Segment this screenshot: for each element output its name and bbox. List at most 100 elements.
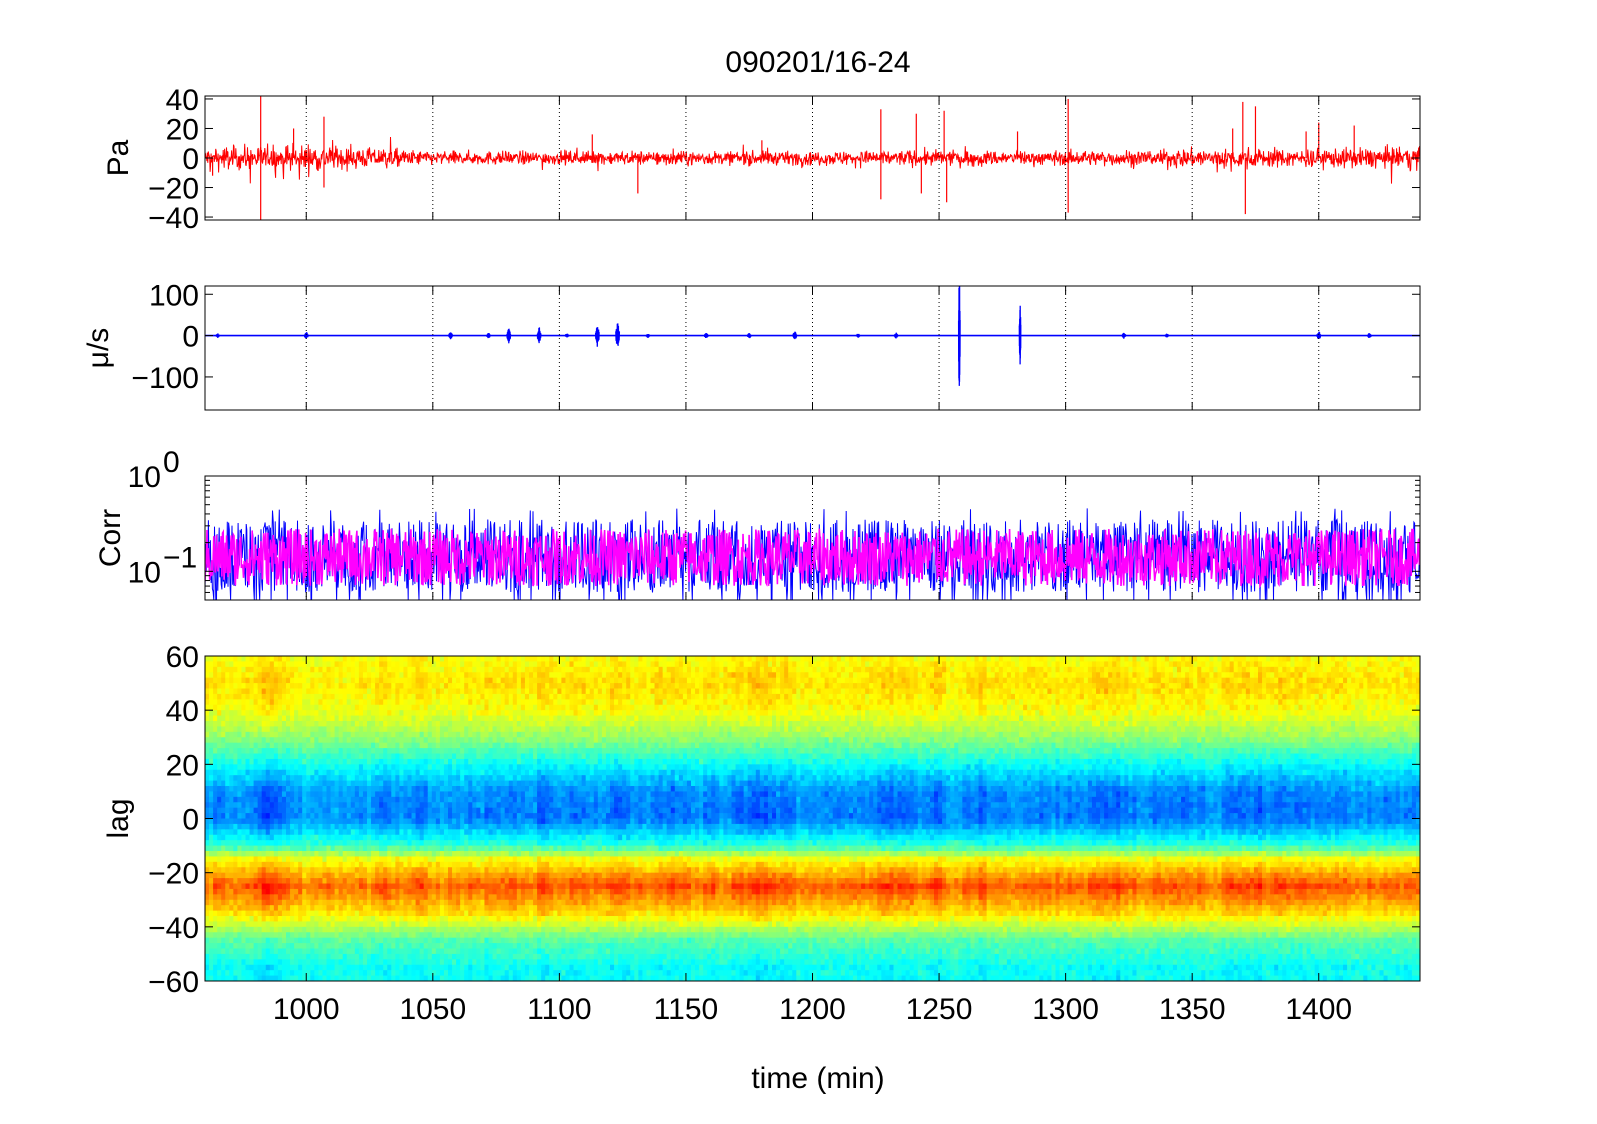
heatmap-cell — [322, 661, 328, 668]
heatmap-cell — [346, 883, 352, 890]
heatmap-cell — [464, 769, 469, 776]
heatmap-cell — [290, 818, 295, 825]
heatmap-cell — [241, 953, 247, 960]
heatmap-cell — [500, 807, 506, 814]
heatmap-cell — [294, 699, 299, 706]
heatmap-cell — [464, 693, 469, 700]
heatmap-cell — [431, 769, 437, 776]
heatmap-cell — [371, 672, 376, 679]
heatmap-cell — [399, 834, 405, 841]
heatmap-cell — [318, 834, 324, 841]
heatmap-cell — [294, 959, 299, 966]
heatmap-cell — [399, 786, 405, 793]
heatmap-cell — [229, 829, 234, 836]
heatmap-cell — [330, 845, 336, 852]
heatmap-cell — [399, 851, 405, 858]
heatmap-cell — [435, 786, 441, 793]
heatmap-cell — [383, 975, 388, 981]
heatmap-cell — [257, 834, 263, 841]
heatmap-cell — [342, 970, 348, 977]
heatmap-cell — [524, 704, 530, 711]
heatmap-cell — [383, 883, 388, 890]
heatmap-cell — [346, 888, 352, 895]
heatmap-cell — [427, 899, 433, 906]
heatmap-cell — [512, 932, 518, 939]
heatmap-cell — [322, 856, 328, 863]
heatmap-cell — [241, 932, 247, 939]
heatmap-cell — [399, 921, 405, 928]
heatmap-cell — [326, 796, 332, 803]
heatmap-cell — [229, 780, 234, 787]
heatmap-cell — [249, 953, 255, 960]
heatmap-cell — [221, 823, 226, 830]
heatmap-cell — [524, 791, 530, 798]
heatmap-cell — [249, 683, 255, 690]
heatmap-cell — [492, 878, 498, 885]
heatmap-cell — [213, 672, 218, 679]
heatmap-cell — [443, 845, 449, 852]
heatmap-cell — [213, 878, 218, 885]
heatmap-cell — [448, 742, 453, 749]
heatmap-cell — [452, 834, 457, 841]
heatmap-cell — [427, 704, 433, 711]
heatmap-cell — [399, 823, 405, 830]
heatmap-cell — [209, 661, 214, 668]
heatmap-cell — [318, 823, 324, 830]
heatmap-cell — [326, 764, 332, 771]
heatmap-cell — [472, 683, 477, 690]
heatmap-cell — [496, 845, 502, 852]
heatmap-cell — [314, 726, 319, 733]
heatmap-cell — [508, 861, 514, 868]
heatmap-cell — [391, 715, 396, 722]
heatmap-cell — [395, 661, 400, 668]
heatmap-cell — [423, 878, 429, 885]
heatmap-cell — [273, 786, 279, 793]
heatmap-cell — [281, 693, 287, 700]
heatmap-cell — [281, 975, 287, 981]
heatmap-cell — [261, 726, 267, 733]
heatmap-cell — [435, 829, 441, 836]
heatmap-cell — [269, 867, 275, 874]
heatmap-cell — [492, 888, 498, 895]
heatmap-cell — [281, 861, 287, 868]
heatmap-cell — [265, 840, 271, 847]
heatmap-cell — [241, 737, 247, 744]
heatmap-cell — [411, 704, 417, 711]
heatmap-cell — [407, 829, 413, 836]
heatmap-cell — [342, 802, 348, 809]
heatmap-cell — [399, 742, 405, 749]
heatmap-cell — [269, 861, 275, 868]
heatmap-cell — [516, 937, 522, 944]
heatmap-cell — [520, 775, 526, 782]
heatmap-cell — [221, 693, 226, 700]
heatmap-cell — [464, 661, 469, 668]
heatmap-cell — [468, 769, 473, 776]
heatmap-cell — [415, 872, 421, 879]
heatmap-cell — [500, 932, 506, 939]
heatmap-cell — [245, 813, 251, 820]
heatmap-cell — [362, 742, 368, 749]
heatmap-cell — [277, 769, 283, 776]
heatmap-cell — [427, 975, 433, 981]
heatmap-cell — [512, 840, 518, 847]
heatmap-cell — [367, 845, 372, 852]
heatmap-cell — [443, 721, 449, 728]
heatmap-cell — [253, 861, 259, 868]
heatmap-cell — [253, 829, 259, 836]
heatmap-cell — [350, 851, 356, 858]
heatmap-cell — [452, 721, 457, 728]
heatmap-cell — [504, 926, 510, 933]
heatmap-cell — [269, 802, 275, 809]
heatmap-cell — [484, 916, 490, 923]
heatmap-cell — [253, 856, 259, 863]
heatmap-cell — [476, 683, 481, 690]
heatmap-cell — [496, 775, 502, 782]
heatmap-cell — [407, 775, 413, 782]
heatmap-cell — [508, 888, 514, 895]
heatmap-cell — [205, 894, 210, 901]
heatmap-cell — [326, 758, 332, 765]
heatmap-cell — [205, 932, 210, 939]
heatmap-cell — [265, 721, 271, 728]
heatmap-cell — [464, 753, 469, 760]
heatmap-cell — [379, 796, 384, 803]
